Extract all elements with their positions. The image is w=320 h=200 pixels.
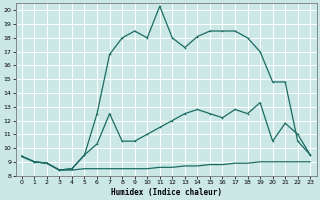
X-axis label: Humidex (Indice chaleur): Humidex (Indice chaleur) <box>110 188 221 197</box>
